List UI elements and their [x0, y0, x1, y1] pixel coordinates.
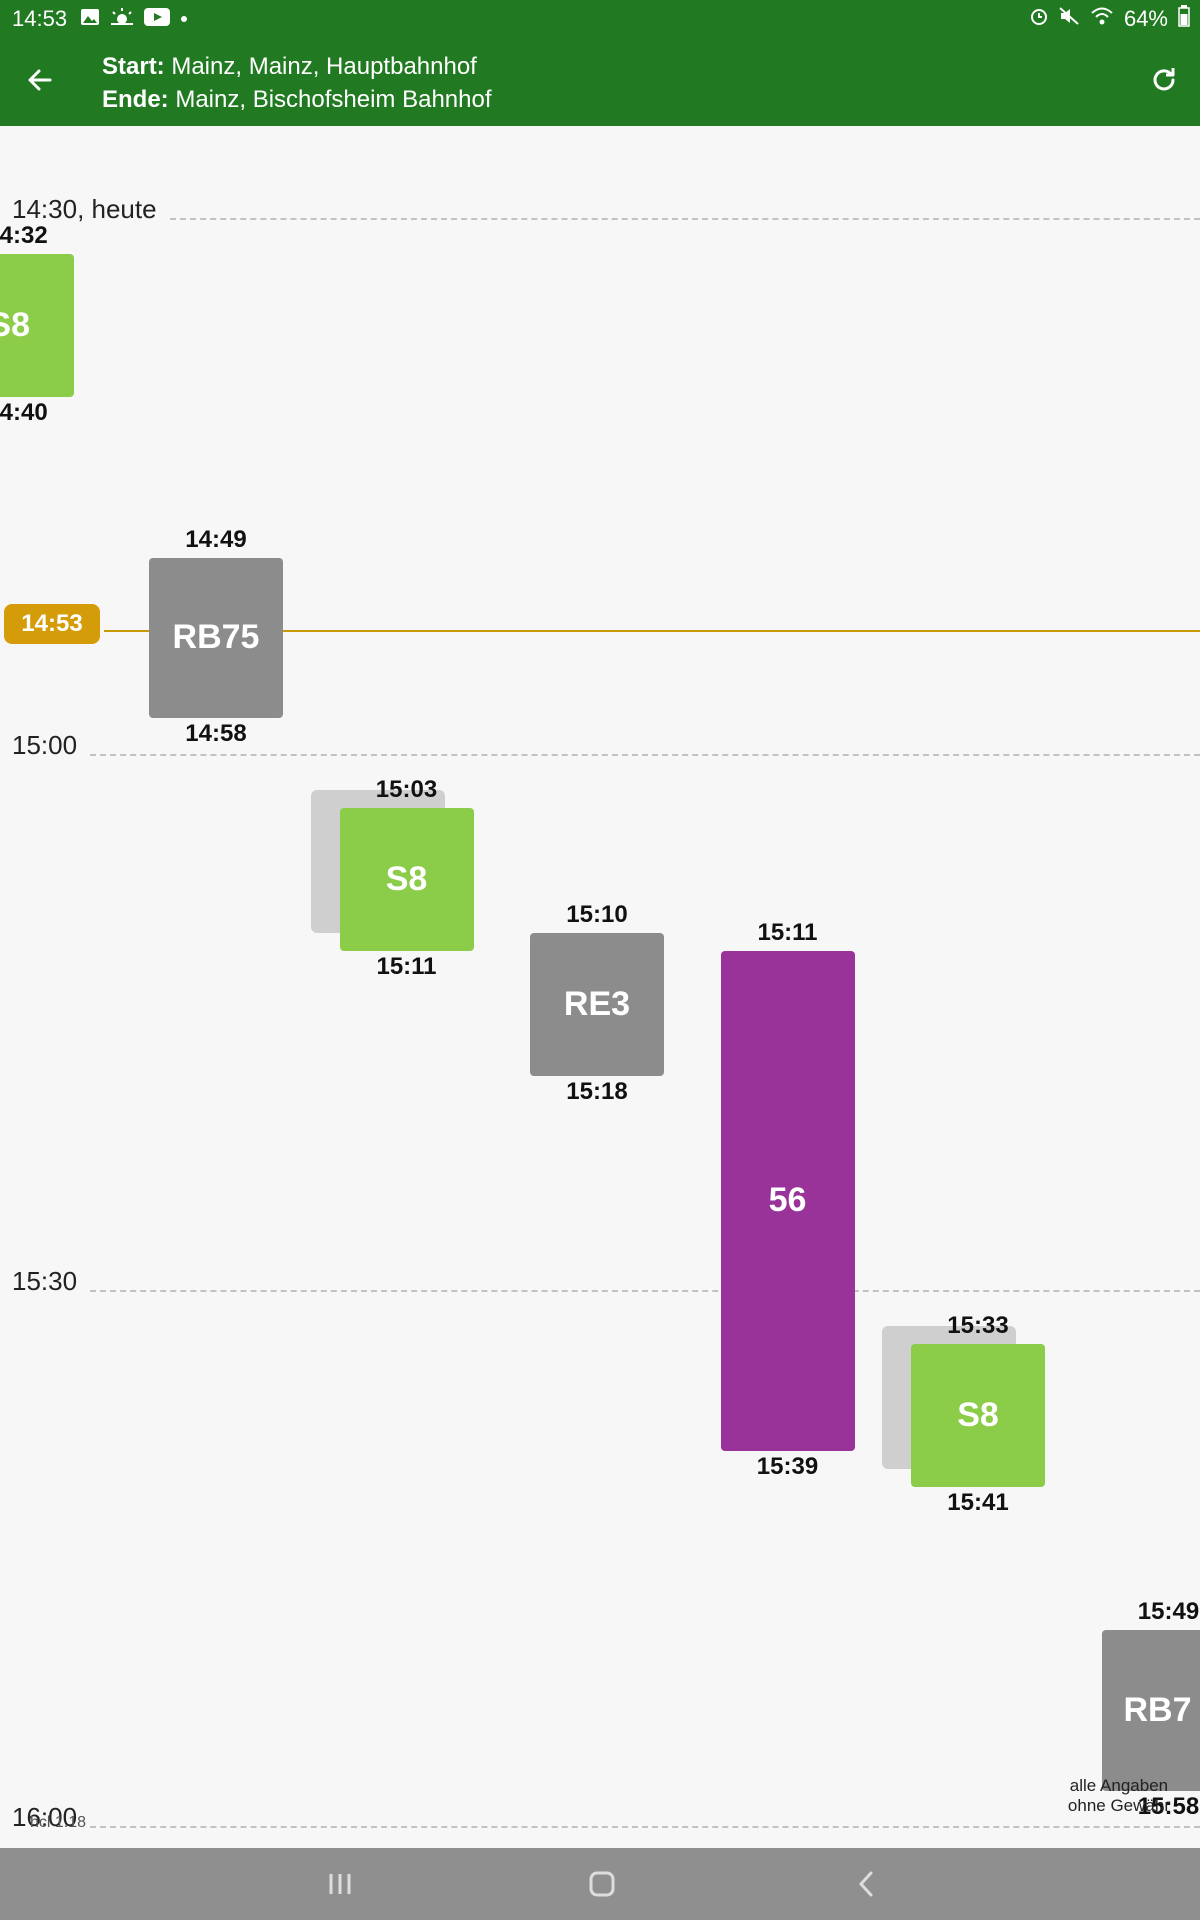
arrow-left-icon — [28, 69, 52, 91]
recent-apps-button[interactable] — [310, 1862, 370, 1906]
grid-time-label: 14:30, heute — [12, 194, 163, 225]
trip-departure-time: 15:49 — [1137, 1597, 1200, 1625]
battery-percent: 64% — [1123, 6, 1168, 31]
dot-icon — [180, 10, 188, 28]
end-value: Mainz, Bischofsheim Bahnhof — [175, 86, 492, 113]
system-nav-bar — [0, 1848, 1200, 1920]
grid-time-label: 15:30 — [12, 1266, 84, 1298]
notification-icons — [80, 6, 188, 32]
battery-icon — [1178, 5, 1190, 33]
grid-line — [90, 1826, 1200, 1829]
mute-icon — [1058, 6, 1080, 32]
trip-departure-time: 14:49 — [185, 525, 247, 553]
grid-line — [170, 218, 1200, 220]
weather-icon — [110, 7, 134, 32]
gallery-icon — [80, 8, 100, 31]
back-button[interactable] — [18, 58, 62, 102]
trip-arrival-time: 15:41 — [947, 1488, 1009, 1516]
grid-line — [90, 754, 1200, 757]
trip-arrival-time: 14:40 — [0, 398, 48, 426]
alarm-icon — [1030, 6, 1048, 32]
home-button[interactable] — [572, 1862, 632, 1906]
recent-apps-icon — [329, 1874, 351, 1894]
disclaimer: alle Angaben ohne Gewähr — [1068, 1776, 1170, 1816]
trip-arrival-time: 15:58 — [1137, 1792, 1200, 1820]
grid-line — [90, 1290, 1200, 1293]
trip-arrival-time: 15:39 — [756, 1453, 819, 1481]
trip-departure-time: 14:32 — [0, 221, 48, 249]
status-time: 14:53 — [12, 6, 68, 31]
grid-time-label: 15:00 — [12, 730, 84, 762]
trip-departure-time: 15:10 — [566, 900, 628, 928]
version-label: hcl 1.18 — [30, 1814, 87, 1832]
home-icon — [589, 1871, 615, 1897]
trip-line-box[interactable]: S8 — [911, 1343, 1045, 1487]
trip-line-box[interactable]: RB75 — [149, 557, 283, 719]
app-bar: Start: Mainz, Mainz, Hauptbahnhof Ende: … — [0, 38, 1200, 126]
end-label: Ende: — [102, 86, 169, 113]
chevron-left-icon — [858, 1871, 873, 1897]
current-time-line — [104, 630, 1200, 632]
trip-departure-time: 15:11 — [757, 918, 818, 946]
trip-departure-time: 15:03 — [375, 775, 438, 803]
trip-line-box[interactable]: S8 — [339, 807, 474, 951]
start-value: Mainz, Mainz, Hauptbahnhof — [171, 53, 477, 80]
timeline[interactable]: 14:30, heute 15:00 15:30 16:00 14:53 S8 14:3… — [0, 126, 1200, 1848]
route-end: Ende: Mainz, Bischofsheim Bahnhof — [102, 83, 492, 116]
grid-time-label: 16:00 — [12, 1802, 84, 1834]
trip-line-box[interactable]: RB7 — [1101, 1629, 1200, 1791]
refresh-button[interactable] — [1142, 58, 1186, 102]
start-label: Start: — [102, 53, 165, 80]
trip-line-box[interactable]: RE3 — [530, 932, 664, 1076]
back-nav-button[interactable] — [836, 1862, 896, 1906]
trip-departure-time: 15:33 — [947, 1311, 1009, 1339]
current-time-badge: 14:53 — [4, 604, 100, 644]
wifi-icon — [1090, 6, 1114, 32]
trip-arrival-time: 15:18 — [566, 1077, 628, 1105]
trip-arrival-time: 15:11 — [376, 952, 437, 980]
route-start: Start: Mainz, Mainz, Hauptbahnhof — [102, 50, 492, 83]
trip-arrival-time: 14:58 — [185, 720, 247, 748]
route-info: Start: Mainz, Mainz, Hauptbahnhof Ende: … — [102, 50, 492, 116]
trip-line-box[interactable]: 56 — [720, 950, 855, 1452]
status-bar: 14:53 64% — [0, 0, 1200, 38]
refresh-icon — [1153, 68, 1175, 91]
disclaimer-line-2: ohne Gewähr — [1067, 1796, 1170, 1816]
trip-line-box[interactable]: S8 — [0, 253, 74, 397]
youtube-icon — [144, 7, 170, 31]
disclaimer-line-1: alle Angaben — [1069, 1776, 1169, 1796]
